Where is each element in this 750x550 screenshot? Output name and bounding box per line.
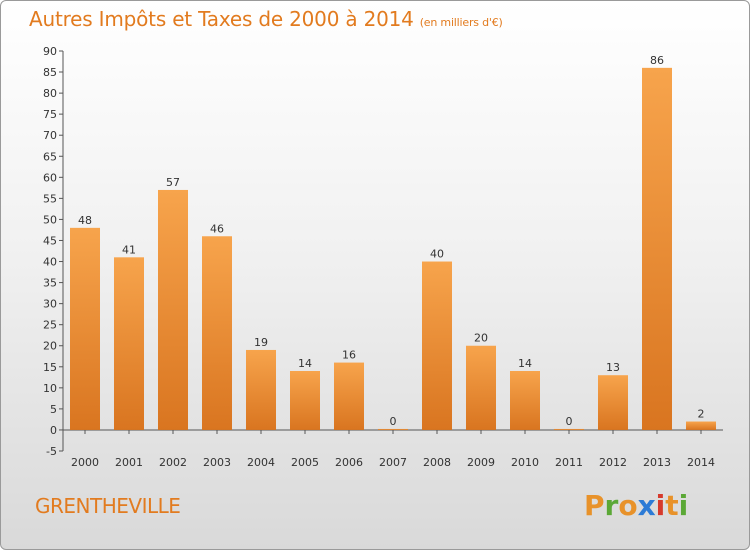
- bar-value-label: 0: [566, 415, 573, 428]
- bar-value-label: 2: [698, 408, 705, 421]
- bar-value-label: 20: [474, 332, 488, 345]
- x-tick-label: 2010: [511, 456, 539, 469]
- bar: [158, 189, 188, 430]
- bar-value-label: 13: [606, 361, 620, 374]
- y-tick-label: 35: [43, 277, 57, 290]
- x-tick-label: 2012: [599, 456, 627, 469]
- x-tick-label: 2011: [555, 456, 583, 469]
- logo-letter: r: [604, 489, 619, 522]
- x-tick-label: 2009: [467, 456, 495, 469]
- logo-letter: P: [584, 489, 605, 522]
- x-tick-label: 2002: [159, 456, 187, 469]
- y-tick-label: 65: [43, 150, 57, 163]
- y-tick-label: 50: [43, 213, 57, 226]
- y-tick-label: 10: [43, 382, 57, 395]
- bar-value-label: 41: [122, 243, 136, 256]
- bars: [70, 67, 716, 430]
- bar: [686, 421, 716, 430]
- bar: [510, 371, 540, 430]
- y-tick-label: 40: [43, 256, 57, 269]
- bar-value-label: 0: [390, 415, 397, 428]
- bar: [70, 227, 100, 430]
- y-tick-label: 70: [43, 129, 57, 142]
- axes: -505101520253035404550556065707580859020…: [43, 45, 723, 469]
- bar: [554, 428, 584, 430]
- logo-letter: i: [655, 489, 666, 522]
- x-tick-label: 2006: [335, 456, 363, 469]
- y-tick-label: 20: [43, 340, 57, 353]
- bar: [246, 349, 276, 430]
- bar: [598, 375, 628, 430]
- bar: [466, 345, 496, 430]
- y-tick-label: 45: [43, 234, 57, 247]
- y-tick-label: 75: [43, 108, 57, 121]
- y-tick-label: 60: [43, 171, 57, 184]
- logo-letter: t: [665, 489, 679, 522]
- x-tick-label: 2005: [291, 456, 319, 469]
- y-tick-label: 0: [50, 424, 57, 437]
- y-tick-label: 85: [43, 66, 57, 79]
- x-tick-label: 2000: [71, 456, 99, 469]
- bar-value-label: 14: [518, 357, 532, 370]
- logo-letter: i: [678, 489, 689, 522]
- bar-value-label: 57: [166, 176, 180, 189]
- chart-title: Autres Impôts et Taxes de 2000 à 2014 (en…: [29, 7, 503, 31]
- logo-letter: o: [618, 489, 638, 522]
- x-tick-label: 2003: [203, 456, 231, 469]
- bar: [642, 67, 672, 430]
- y-tick-label: 30: [43, 298, 57, 311]
- chart-title-text: Autres Impôts et Taxes de 2000 à 2014: [29, 7, 414, 31]
- x-tick-label: 2007: [379, 456, 407, 469]
- bar-value-label: 86: [650, 54, 664, 67]
- commune-name: GRENTHEVILLE: [35, 494, 181, 518]
- bar-value-label: 19: [254, 336, 268, 349]
- x-tick-label: 2004: [247, 456, 275, 469]
- y-tick-label: 90: [43, 45, 57, 58]
- y-tick-label: 5: [50, 403, 57, 416]
- bar-value-label: 40: [430, 248, 444, 261]
- bar: [114, 257, 144, 430]
- bar-value-label: 48: [78, 214, 92, 227]
- bar: [378, 428, 408, 430]
- x-tick-label: 2014: [687, 456, 715, 469]
- bar: [422, 261, 452, 430]
- x-tick-label: 2008: [423, 456, 451, 469]
- proxiti-logo: Proxiti: [584, 489, 688, 522]
- bar: [290, 371, 320, 430]
- logo-letter: x: [637, 489, 656, 522]
- y-tick-label: 15: [43, 361, 57, 374]
- x-tick-label: 2013: [643, 456, 671, 469]
- chart-subtitle: (en milliers d'€): [419, 16, 503, 29]
- x-tick-label: 2001: [115, 456, 143, 469]
- bar: [334, 362, 364, 430]
- value-labels: 48 41 57 46 19 14 16 0 40 20 14 0 13 86 2: [78, 54, 705, 428]
- y-tick-label: 55: [43, 192, 57, 205]
- bar: [202, 236, 232, 430]
- y-tick-label: 80: [43, 87, 57, 100]
- y-tick-label: -5: [46, 445, 57, 458]
- bar-value-label: 46: [210, 222, 224, 235]
- bar-value-label: 16: [342, 349, 356, 362]
- y-tick-label: 25: [43, 319, 57, 332]
- bar-value-label: 14: [298, 357, 312, 370]
